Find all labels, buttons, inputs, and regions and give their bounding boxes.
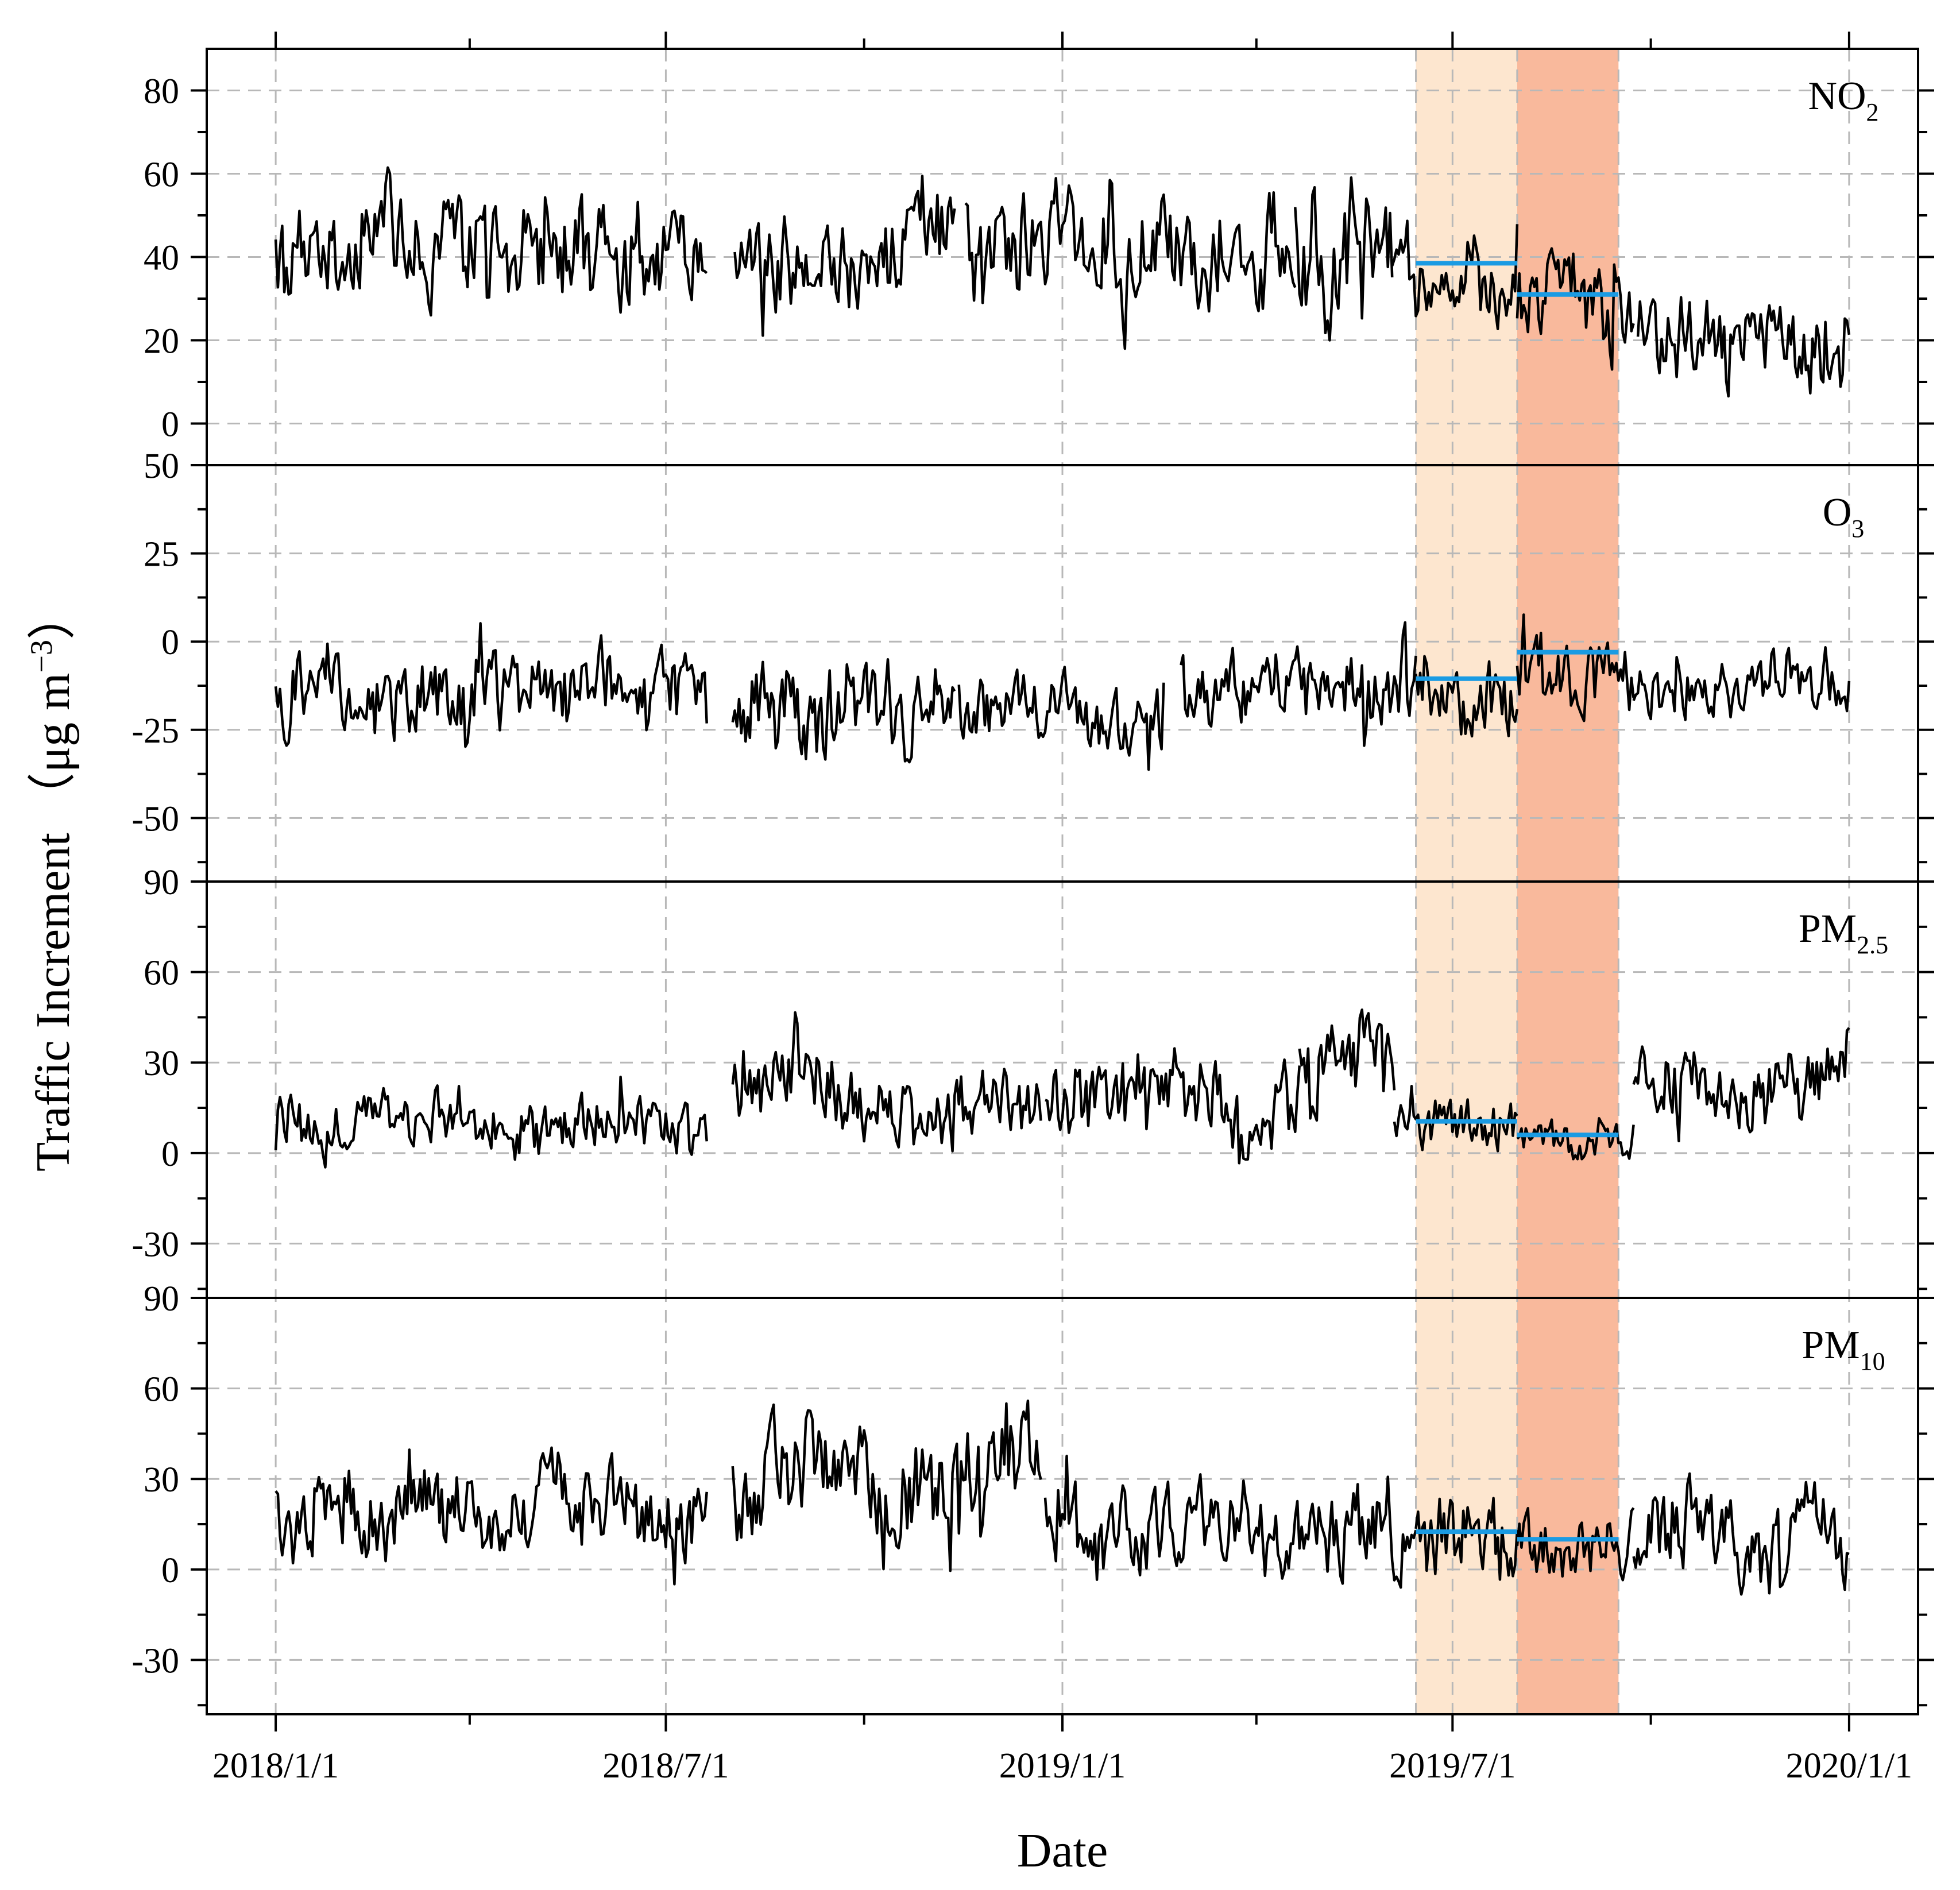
x-tick-label-4: 2020/1/1 xyxy=(1786,1746,1912,1785)
pm25-y-tick-label-2: 30 xyxy=(144,1044,179,1083)
no2-panel-label-sub: 2 xyxy=(1866,98,1879,126)
o3-series-segment-1 xyxy=(731,658,956,764)
pm25-series-segment-4 xyxy=(1393,1085,1518,1153)
pm10-y-top-label: 90 xyxy=(144,1280,179,1319)
o3-panel-label-main: O xyxy=(1823,490,1852,535)
pm25-panel-label-main: PM xyxy=(1799,907,1857,951)
mean-lines xyxy=(1416,261,1619,1542)
no2-series-segment-3 xyxy=(1294,176,1394,342)
axes xyxy=(191,32,1934,1731)
no2-y-tick-label-4: 80 xyxy=(144,72,179,111)
o3-series-segment-6 xyxy=(1632,646,1851,721)
o3-y-tick-label-1: -25 xyxy=(132,712,179,751)
pm10-y-tick-label-1: 0 xyxy=(161,1551,179,1590)
y-axis-title-main: Traffic Increment （μg m xyxy=(26,672,80,1172)
pm10-panel-label-main: PM xyxy=(1802,1323,1860,1367)
pm10-series-segment-3 xyxy=(1414,1497,1519,1581)
pm10-series-segment-0 xyxy=(275,1446,708,1586)
x-tick-label-1: 2018/7/1 xyxy=(602,1746,729,1785)
pm10-series-segment-2 xyxy=(1043,1455,1417,1589)
no2-series-segment-2 xyxy=(964,177,1297,350)
o3-series-segment-0 xyxy=(274,622,708,748)
pm25-y-top-label: 90 xyxy=(144,863,179,902)
axis-labels: Date Traffic Increment （μg m−3） 02040608… xyxy=(24,72,1912,1878)
y-axis-title-close: ） xyxy=(26,592,80,640)
pm10-series-segment-4 xyxy=(1516,1507,1635,1582)
y-axis-title: Traffic Increment （μg m−3） xyxy=(24,592,80,1172)
pm25-panel-label-sub: 2.5 xyxy=(1857,931,1888,959)
pm25-series-segment-6 xyxy=(1632,1027,1850,1143)
o3-series-segment-3 xyxy=(1180,621,1417,747)
o3-series-segment-2 xyxy=(957,666,1165,771)
o3-y-tick-label-3: 25 xyxy=(144,535,179,574)
o3-series-segment-4 xyxy=(1414,655,1519,738)
o3-y-tick-label-2: 0 xyxy=(161,623,179,662)
no2-y-tick-label-3: 60 xyxy=(144,156,179,195)
pm25-series-segment-0 xyxy=(274,1075,708,1169)
pm25-panel-label: PM2.5 xyxy=(1799,907,1888,959)
no2-y-tick-label-0: 0 xyxy=(161,405,179,445)
no2-series-segment-1 xyxy=(733,175,956,337)
series-lines xyxy=(274,166,1851,1596)
pm25-y-tick-label-3: 60 xyxy=(144,954,179,993)
no2-series-segment-6 xyxy=(1636,296,1851,398)
o3-y-tick-label-0: -50 xyxy=(132,799,179,838)
no2-series-segment-4 xyxy=(1391,219,1519,330)
pm10-series-segment-5 xyxy=(1632,1472,1850,1596)
pm10-y-tick-label-0: -30 xyxy=(132,1641,179,1680)
y-axis-title-superscript: −3 xyxy=(24,640,59,672)
o3-panel-label: O3 xyxy=(1823,490,1865,543)
o3-y-top-label: 50 xyxy=(144,447,179,486)
o3-panel-label-sub: 3 xyxy=(1851,515,1864,543)
no2-panel-label: NO2 xyxy=(1808,74,1878,126)
pm25-series-segment-2 xyxy=(1045,1047,1301,1165)
pm10-y-tick-label-3: 60 xyxy=(144,1370,179,1409)
x-tick-label-2: 2019/1/1 xyxy=(999,1746,1126,1785)
x-tick-label-3: 2019/7/1 xyxy=(1389,1746,1516,1785)
o3-series-segment-5 xyxy=(1516,613,1635,722)
pm10-series-segment-1 xyxy=(731,1399,1042,1572)
pm25-series-segment-3 xyxy=(1298,1008,1396,1122)
pm25-y-tick-label-1: 0 xyxy=(161,1135,179,1174)
x-axis-title: Date xyxy=(1017,1824,1108,1877)
pm10-panel-label: PM10 xyxy=(1802,1323,1885,1375)
x-tick-label-0: 2018/1/1 xyxy=(212,1746,339,1785)
no2-panel-label-main: NO xyxy=(1808,74,1866,118)
pm10-y-tick-label-2: 30 xyxy=(144,1460,179,1499)
pm25-y-tick-label-0: -30 xyxy=(132,1225,179,1264)
no2-y-tick-label-1: 20 xyxy=(144,322,179,361)
pm10-panel-label-sub: 10 xyxy=(1860,1347,1885,1375)
pm25-series-segment-1 xyxy=(731,1011,1042,1153)
no2-y-tick-label-2: 40 xyxy=(144,239,179,278)
no2-series-segment-0 xyxy=(274,166,708,317)
